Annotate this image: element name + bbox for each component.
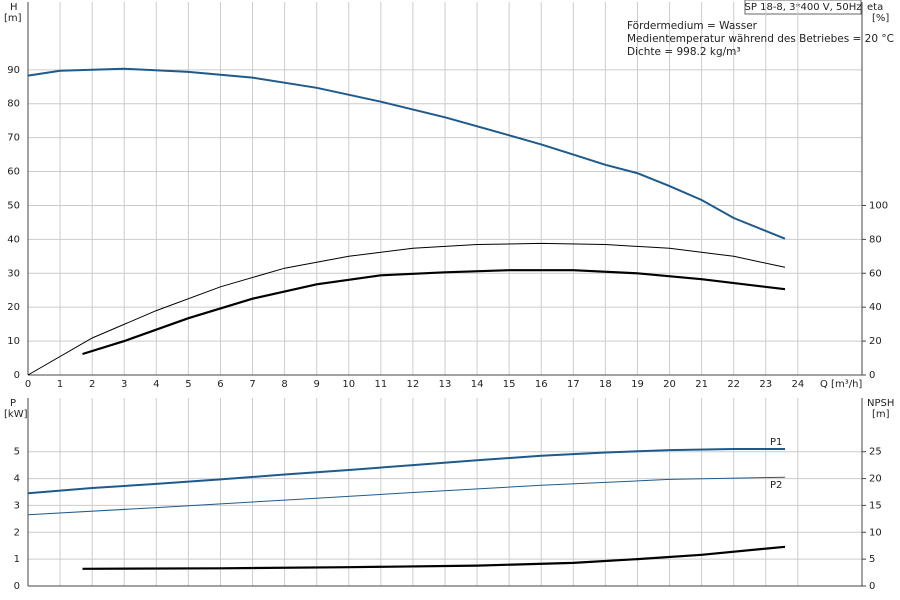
y2-tick-label: 10 bbox=[869, 527, 882, 538]
y-axis-label: H bbox=[10, 2, 18, 13]
x-tick-label: 16 bbox=[535, 379, 548, 390]
x-tick-label: 22 bbox=[727, 379, 740, 390]
y-tick-label: 1 bbox=[14, 554, 20, 565]
title-box bbox=[744, 0, 862, 15]
y2-tick-label: 5 bbox=[869, 554, 875, 565]
x-tick-label: 8 bbox=[281, 379, 287, 390]
curve bbox=[27, 476, 786, 516]
x-tick-label: 23 bbox=[759, 379, 772, 390]
y2-tick-label: 60 bbox=[869, 268, 882, 279]
y-tick-label: 80 bbox=[7, 99, 20, 110]
y-tick-label: 4 bbox=[14, 474, 20, 485]
curve bbox=[27, 67, 786, 240]
x-tick-label: 9 bbox=[314, 379, 320, 390]
x-tick-label: 24 bbox=[791, 379, 804, 390]
y2-tick-label: 20 bbox=[869, 474, 882, 485]
y-tick-label: 5 bbox=[14, 447, 20, 458]
x-tick-label: 2 bbox=[89, 379, 95, 390]
x-tick-label: 4 bbox=[153, 379, 159, 390]
y2-tick-label: 0 bbox=[869, 581, 875, 592]
chart-title: SP 18-8, 3*400 V, 50Hz bbox=[745, 2, 862, 13]
annotation: Fördermedium = Wasser bbox=[627, 20, 758, 32]
x-tick-label: 0 bbox=[25, 379, 31, 390]
curve bbox=[82, 545, 786, 570]
y2-axis-label: NPSH bbox=[867, 398, 894, 409]
x-tick-label: 10 bbox=[342, 379, 355, 390]
x-tick-label: 11 bbox=[374, 379, 387, 390]
x-tick-label: 1 bbox=[57, 379, 63, 390]
y-tick-label: 70 bbox=[7, 133, 20, 144]
y2-tick-label: 20 bbox=[869, 336, 882, 347]
y-tick-label: 50 bbox=[7, 200, 20, 211]
y2-axis-label: [%] bbox=[872, 13, 889, 24]
curve-label: P2 bbox=[770, 480, 782, 491]
y2-tick-label: 0 bbox=[869, 370, 875, 381]
y-axis-label: P bbox=[10, 398, 16, 409]
annotation: Medientemperatur während des Betriebes =… bbox=[627, 33, 894, 45]
y2-tick-label: 15 bbox=[869, 500, 882, 511]
curve-label: P1 bbox=[770, 437, 782, 448]
x-tick-label: 3 bbox=[121, 379, 127, 390]
x-axis-label: Q [m³/h] bbox=[820, 379, 862, 390]
y-tick-label: 60 bbox=[7, 167, 20, 178]
y-tick-label: 0 bbox=[14, 370, 20, 381]
x-tick-label: 14 bbox=[471, 379, 484, 390]
y2-axis-label: eta bbox=[867, 2, 883, 13]
y-tick-label: 0 bbox=[14, 581, 20, 592]
x-tick-label: 19 bbox=[631, 379, 644, 390]
x-tick-label: 5 bbox=[185, 379, 191, 390]
y2-tick-label: 25 bbox=[869, 447, 882, 458]
x-tick-label: 13 bbox=[439, 379, 452, 390]
y2-axis-label: [m] bbox=[872, 409, 890, 420]
y-tick-label: 10 bbox=[7, 336, 20, 347]
x-tick-label: 12 bbox=[407, 379, 420, 390]
y-tick-label: 30 bbox=[7, 268, 20, 279]
y2-tick-label: 80 bbox=[869, 234, 882, 245]
x-tick-label: 7 bbox=[249, 379, 255, 390]
x-tick-label: 15 bbox=[503, 379, 516, 390]
y-tick-label: 2 bbox=[14, 527, 20, 538]
y-tick-label: 40 bbox=[7, 234, 20, 245]
curve bbox=[82, 269, 786, 356]
x-tick-label: 6 bbox=[217, 379, 223, 390]
x-tick-label: 20 bbox=[663, 379, 676, 390]
y-axis-label: [m] bbox=[4, 13, 22, 24]
y-tick-label: 90 bbox=[7, 65, 20, 76]
y-axis-label: [kW] bbox=[4, 409, 28, 420]
curve bbox=[27, 448, 785, 495]
y2-tick-label: 40 bbox=[869, 302, 882, 313]
y2-tick-label: 100 bbox=[869, 200, 888, 211]
x-tick-label: 17 bbox=[567, 379, 580, 390]
x-tick-label: 21 bbox=[695, 379, 708, 390]
curve bbox=[27, 242, 786, 376]
y-tick-label: 20 bbox=[7, 302, 20, 313]
y-tick-label: 3 bbox=[14, 500, 20, 511]
x-tick-label: 18 bbox=[599, 379, 612, 390]
annotation: Dichte = 998.2 kg/m³ bbox=[627, 46, 741, 58]
